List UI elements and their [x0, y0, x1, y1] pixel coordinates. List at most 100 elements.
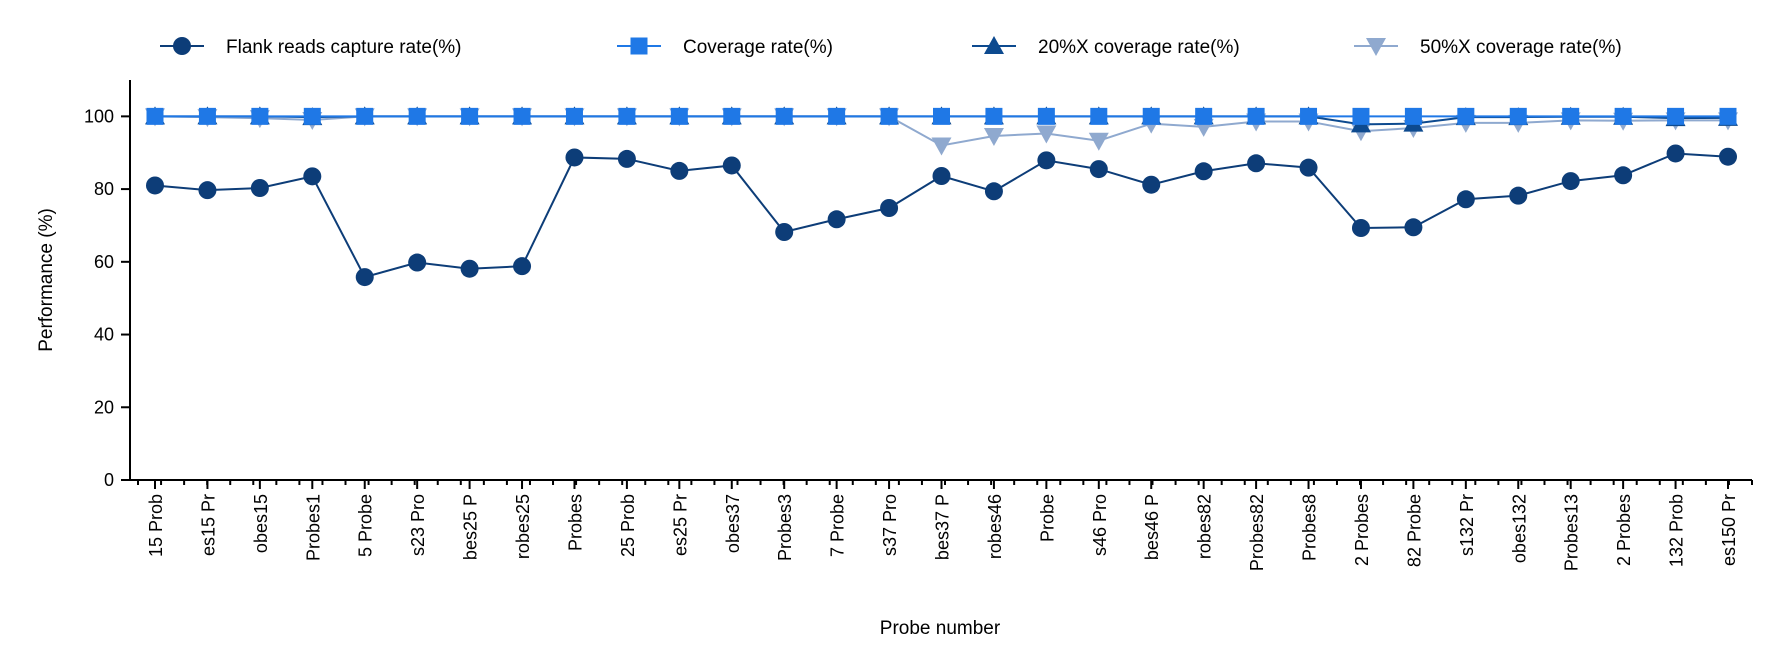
- data-point: [1562, 107, 1580, 125]
- data-point: [932, 167, 951, 185]
- x-tick-label: 82 Probe: [1404, 494, 1424, 567]
- data-point: [1142, 107, 1160, 125]
- x-tick-label: s37 Pro: [880, 494, 900, 556]
- data-point: [1088, 132, 1109, 151]
- data-point: [1037, 151, 1056, 170]
- x-tick-label: Probes1: [303, 494, 323, 561]
- y-tick-label: 20: [94, 397, 114, 417]
- data-point: [1037, 107, 1055, 125]
- data-point: [303, 107, 321, 125]
- data-point: [1351, 219, 1370, 237]
- x-tick-label: bes37 P: [933, 494, 953, 560]
- data-point: [303, 167, 322, 186]
- data-point: [931, 137, 952, 156]
- x-tick-label: Probes3: [775, 494, 795, 561]
- data-point: [1456, 190, 1475, 209]
- data-point: [1404, 218, 1423, 237]
- x-tick-label: 2 Probes: [1614, 494, 1634, 566]
- x-tick-label: obes132: [1509, 494, 1529, 563]
- x-ticks: 15 Prob es15 Pr obes15 Probes1 5 Probe s23 Pr…: [137, 480, 1753, 571]
- data-point: [670, 107, 688, 125]
- data-point: [1194, 162, 1213, 181]
- data-point: [1509, 107, 1527, 125]
- data-point: [198, 107, 216, 125]
- data-point: [880, 107, 898, 125]
- data-point: [408, 253, 427, 272]
- data-point: [565, 107, 583, 125]
- data-point: [565, 148, 584, 167]
- data-point: [198, 181, 217, 200]
- x-tick-label: Probes8: [1300, 494, 1320, 561]
- data-point: [1457, 107, 1475, 125]
- x-tick-label: 2 Probes: [1352, 494, 1372, 566]
- data-point: [1299, 158, 1318, 177]
- x-tick-label: Probes13: [1562, 494, 1582, 571]
- data-point: [1089, 160, 1108, 179]
- y-tick-label: 60: [94, 252, 114, 272]
- data-point: [1036, 125, 1057, 144]
- data-point: [670, 161, 689, 180]
- data-point: [461, 107, 479, 125]
- data-point: [722, 156, 741, 175]
- data-point: [1300, 107, 1318, 125]
- data-point: [408, 107, 426, 125]
- x-tick-label: es15 Pr: [198, 494, 218, 556]
- legend-marker: [1366, 38, 1386, 56]
- legend-marker: [630, 37, 648, 55]
- legend-label: 20%X coverage rate(%): [1038, 37, 1240, 58]
- legend-entry: Coverage rate(%): [617, 37, 833, 58]
- data-point: [983, 128, 1004, 146]
- x-tick-label: 7 Probe: [828, 494, 848, 557]
- legend: Flank reads capture rate(%) Coverage rate…: [160, 36, 1622, 58]
- data-point: [1509, 186, 1528, 205]
- data-point: [1404, 107, 1422, 125]
- legend-label: Flank reads capture rate(%): [226, 37, 462, 58]
- data-point: [775, 223, 794, 241]
- data-point: [1561, 172, 1580, 191]
- data-point: [460, 259, 479, 278]
- data-point: [251, 107, 269, 125]
- x-tick-label: es25 Pr: [670, 494, 690, 556]
- x-tick-label: obes15: [251, 494, 271, 553]
- series-layer: [145, 106, 1738, 287]
- x-tick-label: robes25: [513, 494, 533, 559]
- data-point: [513, 107, 531, 125]
- x-tick-label: robes46: [985, 494, 1005, 559]
- x-tick-label: Probe: [1037, 494, 1057, 542]
- x-tick-label: s132 Pr: [1457, 494, 1477, 556]
- x-tick-label: 5 Probe: [356, 494, 376, 557]
- data-point: [1719, 147, 1737, 166]
- series-circle: [146, 144, 1737, 287]
- data-point: [618, 107, 636, 125]
- legend-entry: 50%X coverage rate(%): [1354, 37, 1622, 58]
- legend-label: 50%X coverage rate(%): [1420, 37, 1622, 58]
- legend-marker: [173, 37, 191, 55]
- data-point: [984, 182, 1003, 201]
- x-tick-label: Probes82: [1247, 494, 1267, 571]
- data-point: [617, 149, 636, 168]
- data-point: [827, 210, 846, 229]
- data-point: [1667, 107, 1685, 125]
- data-point: [1614, 107, 1632, 125]
- data-point: [250, 179, 269, 197]
- data-point: [1666, 144, 1685, 163]
- data-point: [356, 107, 374, 125]
- legend-entry: 20%X coverage rate(%): [972, 36, 1240, 58]
- x-tick-label: 25 Prob: [618, 494, 638, 557]
- y-tick-label: 0: [104, 470, 114, 490]
- x-tick-label: bes46 P: [1142, 494, 1162, 560]
- x-axis-title: Probe number: [880, 618, 1001, 639]
- data-point: [1142, 175, 1161, 194]
- x-tick-label: bes25 P: [461, 494, 481, 560]
- y-tick-label: 40: [94, 325, 114, 345]
- data-point: [1352, 107, 1370, 125]
- x-tick-label: Probes: [565, 494, 585, 551]
- x-tick-label: s46 Pro: [1090, 494, 1110, 556]
- legend-marker: [984, 36, 1004, 54]
- data-point: [1614, 166, 1633, 185]
- y-tick-label: 80: [94, 179, 114, 199]
- data-point: [985, 107, 1003, 125]
- y-tick-label: 100: [84, 106, 114, 126]
